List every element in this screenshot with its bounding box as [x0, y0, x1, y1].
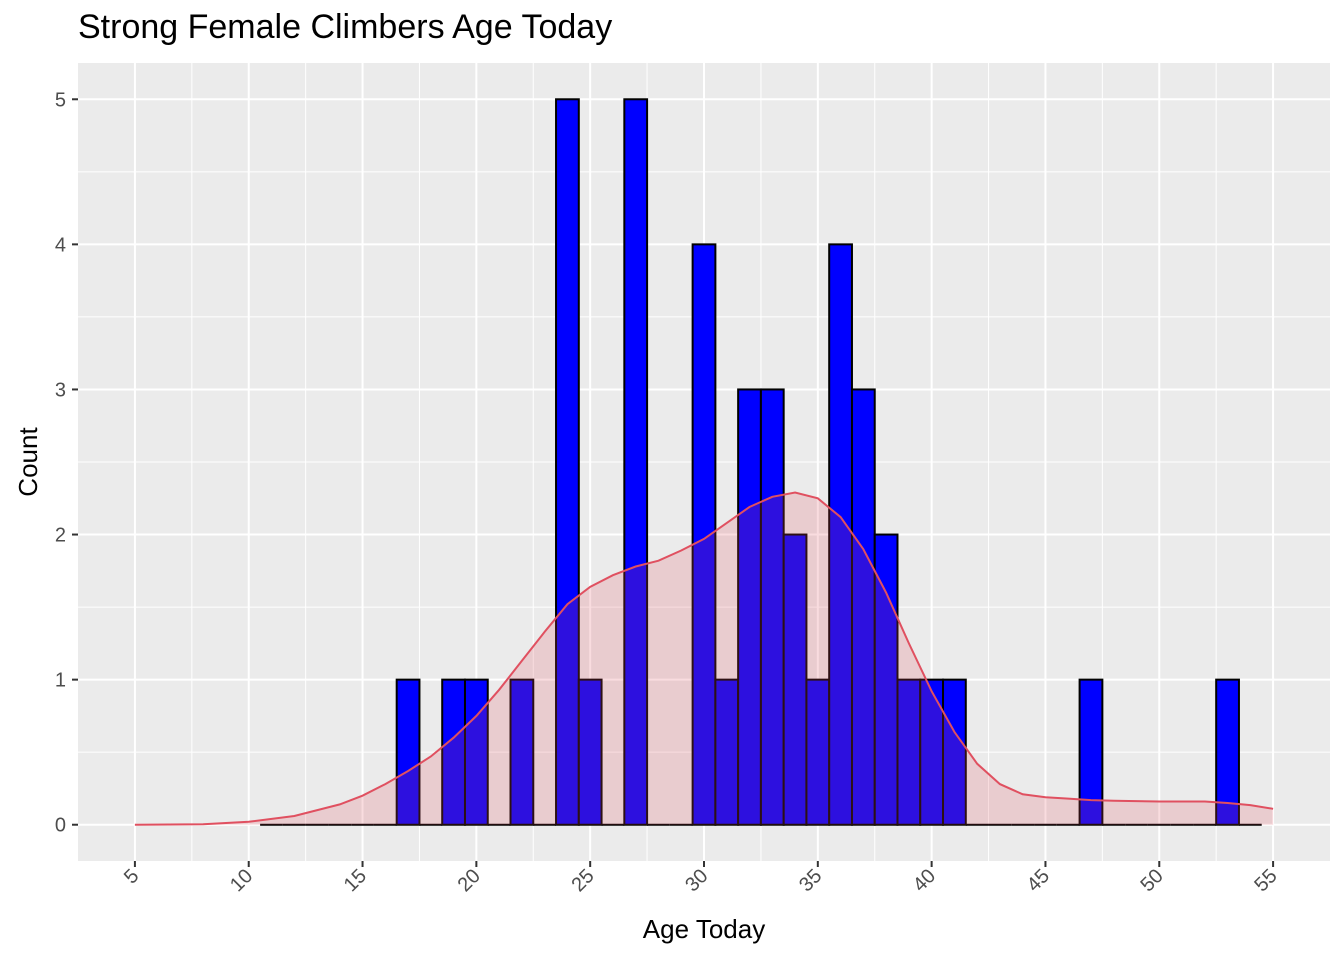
histogram-bar [623, 98, 649, 826]
y-tick-label: 4 [55, 234, 66, 256]
density-line [134, 491, 1274, 826]
x-tick-label: 30 [681, 865, 712, 896]
histogram-bar [463, 678, 489, 826]
x-axis-title: Age Today [643, 914, 765, 944]
histogram-bar [1215, 678, 1240, 826]
histogram-bar [395, 678, 421, 826]
density-area [134, 492, 1274, 825]
histogram-bar [1078, 678, 1104, 826]
x-tick-label: 20 [454, 865, 485, 896]
y-axis-title: Count [13, 427, 43, 497]
x-tick-label: 10 [226, 865, 257, 896]
histogram-bar [691, 243, 717, 826]
x-tick-label: 5 [120, 865, 143, 888]
x-tick-label: 55 [1250, 865, 1281, 896]
histogram-bar [555, 98, 580, 826]
chart-title: Strong Female Climbers Age Today [78, 8, 613, 46]
x-tick-label: 40 [909, 865, 940, 896]
y-tick-label: 2 [55, 525, 66, 547]
x-tick-label: 25 [567, 865, 598, 896]
y-tick-label: 0 [55, 815, 66, 837]
histogram-bar [942, 678, 967, 826]
x-tick-label: 50 [1137, 865, 1168, 896]
x-tick-label: 45 [1023, 865, 1054, 896]
x-tick-label: 15 [340, 865, 371, 896]
histogram-bar [509, 678, 535, 826]
y-tick-label: 5 [55, 89, 66, 111]
x-tick-label: 35 [795, 865, 826, 896]
histogram-bars [260, 98, 1262, 826]
y-tick-label: 3 [55, 379, 66, 401]
histogram-bar [577, 678, 603, 826]
y-tick-label: 1 [55, 670, 66, 692]
density-curve [134, 491, 1274, 826]
